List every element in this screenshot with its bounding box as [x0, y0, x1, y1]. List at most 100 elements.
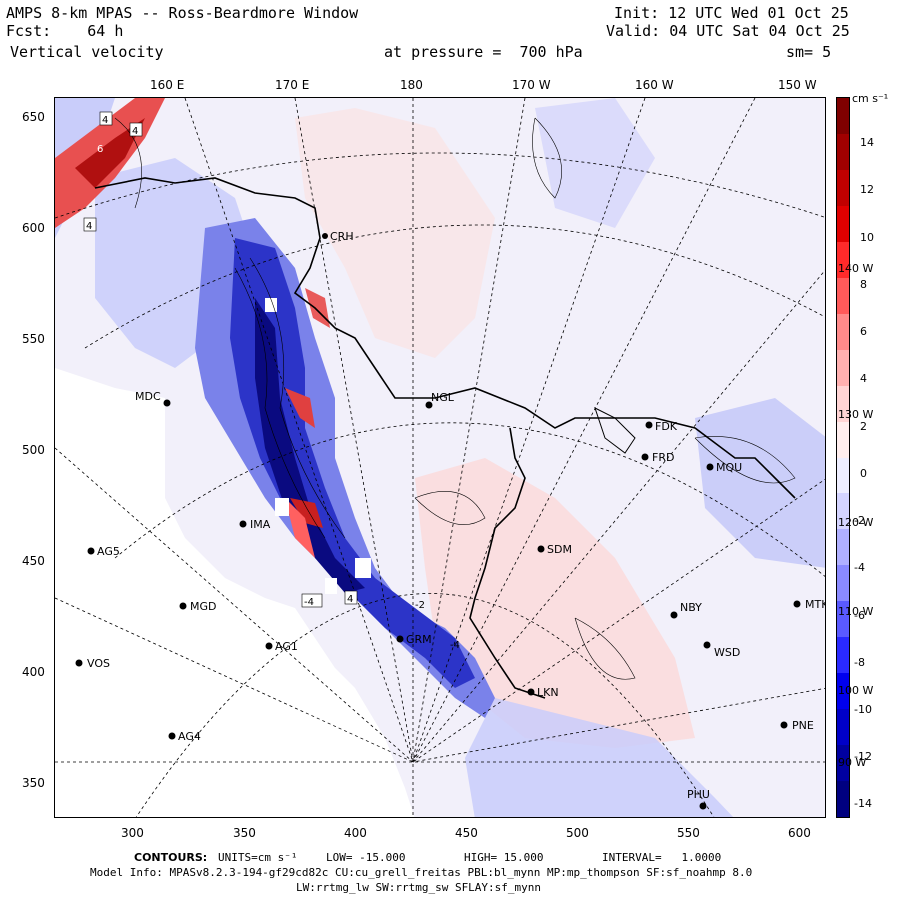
svg-text:CRH: CRH — [330, 230, 354, 243]
station-ag1: AG1 — [265, 640, 298, 653]
colorbar-swatch — [837, 709, 849, 746]
colorbar-swatch — [837, 313, 849, 351]
colorbar-swatch — [837, 493, 849, 530]
lon-label-130w: 130 W — [838, 408, 874, 421]
x-tick-500: 500 — [566, 826, 589, 840]
upward-streak-3 — [285, 498, 315, 558]
station-fdk: FDK — [645, 420, 678, 433]
map-canvas: 4 4 4 6 4 -4 -2 -4 MDC NGL FDK FRD MQU S… — [55, 98, 825, 817]
contours-units: UNITS=cm s⁻¹ — [218, 851, 298, 864]
lon-label-100w: 100 W — [838, 684, 874, 697]
coastline — [94, 177, 796, 699]
colorbar-swatch — [837, 673, 849, 710]
colorbar-tick-label: 0 — [860, 466, 867, 480]
ice-shelf-edge — [594, 407, 636, 454]
colorbar-swatch — [837, 349, 849, 387]
colorbar-swatch — [837, 781, 849, 818]
x-tick-550: 550 — [677, 826, 700, 840]
contour-label-2: 4 — [132, 126, 138, 137]
lon-label-170w: 170 W — [512, 78, 551, 92]
lon-label-140w: 140 W — [838, 262, 874, 275]
svg-text:AG5: AG5 — [97, 545, 120, 558]
station-grm: GRM — [396, 633, 432, 646]
svg-text:WSD: WSD — [714, 646, 740, 659]
colorbar-swatch — [837, 98, 849, 135]
contour-label-group: 4 4 4 6 4 -4 -2 -4 — [83, 111, 460, 651]
contour-label-6: -4 — [304, 597, 314, 608]
station-sdm: SDM — [537, 543, 572, 556]
station-ngl: NGL — [425, 391, 455, 409]
contour-label-4: 6 — [97, 144, 103, 155]
svg-text:FRD: FRD — [652, 451, 674, 464]
svg-text:GRM: GRM — [406, 633, 432, 646]
colorbar-swatch — [837, 529, 849, 566]
colorbar-tick-label: -2 — [854, 514, 865, 527]
upward-streak-1 — [285, 388, 315, 428]
contour-label-1: 4 — [102, 115, 108, 126]
contours-high: HIGH= 15.000 — [464, 851, 544, 864]
nodata-block-3 — [325, 578, 337, 594]
y-tick-600: 600 — [22, 221, 45, 235]
station-mqu: MQU — [706, 461, 742, 474]
chart-title: AMPS 8-km MPAS -- Ross-Beardmore Window — [6, 4, 359, 22]
colorbar-swatch — [837, 565, 849, 602]
x-tick-600: 600 — [788, 826, 811, 840]
station-crh: CRH — [322, 230, 354, 243]
svg-text:MQU: MQU — [716, 461, 742, 474]
station-ag5: AG5 — [87, 545, 120, 558]
svg-text:AG1: AG1 — [275, 640, 298, 653]
graticule — [55, 98, 825, 817]
svg-text:AG4: AG4 — [178, 730, 201, 743]
colorbar-swatch — [837, 745, 849, 782]
colorbar-tick-label: -12 — [854, 750, 872, 764]
lon-label-170e: 170 E — [275, 78, 310, 92]
downward-band-max — [255, 298, 365, 593]
colorbar-tick-label: -8 — [854, 655, 865, 669]
no-data-region — [55, 368, 415, 817]
y-tick-500: 500 — [22, 443, 45, 457]
colorbar-swatch — [837, 637, 849, 674]
y-tick-350: 350 — [22, 776, 45, 790]
station-lkn: LKN — [527, 686, 559, 699]
lon-label-120w: 120 W — [838, 516, 874, 529]
station-ag4: AG4 — [168, 730, 201, 743]
svg-text:VOS: VOS — [87, 657, 110, 670]
colorbar — [836, 97, 850, 818]
lon-label-180: 180 — [400, 78, 423, 92]
colorbar-tick-label: -10 — [854, 702, 872, 716]
contour-label-8: -4 — [450, 640, 460, 651]
colorbar-tick-label: -6 — [854, 608, 865, 622]
svg-text:LKN: LKN — [537, 686, 559, 699]
colorbar-tick-label: -4 — [854, 561, 865, 575]
y-tick-400: 400 — [22, 665, 45, 679]
colorbar-swatch — [837, 385, 849, 423]
upward-streak-2 — [290, 498, 323, 528]
lon-label-150w: 150 W — [778, 78, 817, 92]
colorbar-tick-label: 6 — [860, 325, 867, 338]
colorbar-tick-label: 4 — [860, 372, 867, 386]
downward-area-ne — [535, 98, 655, 228]
downward-area-s — [465, 698, 734, 817]
station-vos: VOS — [75, 657, 110, 670]
valid-time: Valid: 04 UTC Sat 04 Oct 25 — [606, 22, 850, 40]
x-tick-300: 300 — [121, 826, 144, 840]
station-pne: PNE — [780, 719, 814, 732]
svg-text:IMA: IMA — [250, 518, 271, 531]
station-wsd: WSD — [703, 641, 740, 659]
contours-low: LOW= -15.000 — [326, 851, 406, 864]
svg-text:NGL: NGL — [431, 391, 455, 404]
colorbar-tick-label: 14 — [860, 136, 874, 150]
upward-area-ross — [415, 458, 695, 748]
y-tick-650: 650 — [22, 110, 45, 124]
station-phu: PHU — [687, 788, 710, 810]
nodata-block-1 — [275, 498, 289, 516]
forecast-hour: Fcst: 64 h — [6, 22, 124, 40]
svg-text:MDC: MDC — [135, 390, 161, 403]
station-frd: FRD — [641, 451, 674, 464]
station-nby: NBY — [670, 601, 702, 619]
init-time: Init: 12 UTC Wed 01 Oct 25 — [614, 4, 849, 22]
upward-area-north — [295, 108, 495, 358]
model-info: Model Info: MPASv8.2.3-194-gf29cd82c CU:… — [90, 866, 753, 879]
upward-core-nw-inner — [75, 118, 145, 188]
colorbar-swatch — [837, 241, 849, 279]
